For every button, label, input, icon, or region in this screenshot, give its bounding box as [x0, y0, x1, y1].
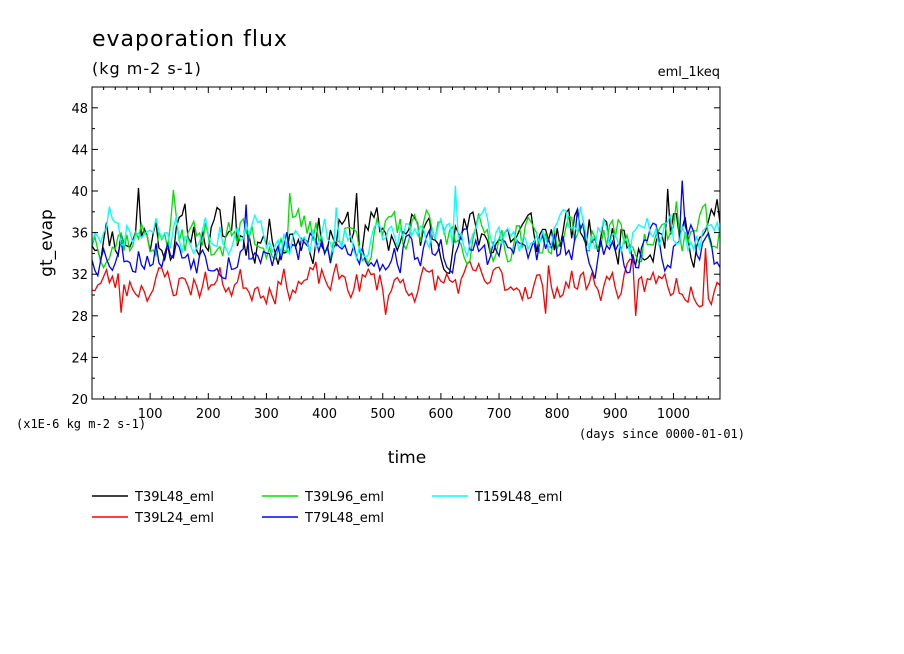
series-line-t39l48-eml — [92, 187, 720, 275]
chart-title: evaporation flux — [92, 27, 288, 52]
legend-label: T39L96_eml — [304, 490, 384, 505]
chart-subtitle: (kg m-2 s-1) — [92, 59, 202, 78]
series-line-t159l48-eml — [92, 185, 720, 262]
y-tick-label: 40 — [71, 185, 88, 200]
x-tick-label: 200 — [196, 407, 221, 422]
x-tick-label: 700 — [487, 407, 512, 422]
x-tick-label: 500 — [370, 407, 395, 422]
series-line-t39l96-eml — [92, 189, 720, 270]
x-tick-label: 400 — [312, 407, 337, 422]
y-tick-label: 36 — [71, 227, 88, 242]
experiment-tag: eml_1keq — [658, 65, 720, 80]
x-tick-label: 100 — [138, 407, 163, 422]
x-tick-label: 300 — [254, 407, 279, 422]
y-tick-label: 32 — [71, 268, 88, 283]
series-layer — [92, 180, 720, 316]
x-axis-label: time — [388, 448, 426, 468]
y-axis-label: gt_evap — [37, 209, 57, 277]
series-line-t79l48-eml — [92, 180, 720, 280]
y-tick-label: 20 — [71, 393, 88, 408]
tick-layer: 100 200 300 400 500 600 700 800 900 1000 20 24 28 32 3… — [71, 87, 720, 422]
x-tick-label: 1000 — [657, 407, 690, 422]
y-scale-note: (x1E-6 kg m-2 s-1) — [16, 417, 146, 431]
y-tick-label: 48 — [71, 102, 88, 117]
x-tick-label: 800 — [545, 407, 570, 422]
legend-label: T39L48_eml — [134, 490, 214, 505]
legend-label: T79L48_eml — [304, 511, 384, 526]
series-line-t39l24-eml — [92, 248, 720, 316]
y-tick-label: 44 — [71, 143, 88, 158]
x-tick-label: 900 — [603, 407, 628, 422]
y-tick-label: 28 — [71, 310, 88, 325]
legend-label: T159L48_eml — [474, 490, 562, 505]
legend-label: T39L24_eml — [134, 511, 214, 526]
x-unit-note: (days since 0000-01-01) — [579, 427, 745, 441]
x-tick-label: 600 — [428, 407, 453, 422]
y-tick-label: 24 — [71, 351, 88, 366]
legend: T39L48_eml T39L24_eml T39L96_eml T79L48_eml… — [92, 490, 562, 526]
